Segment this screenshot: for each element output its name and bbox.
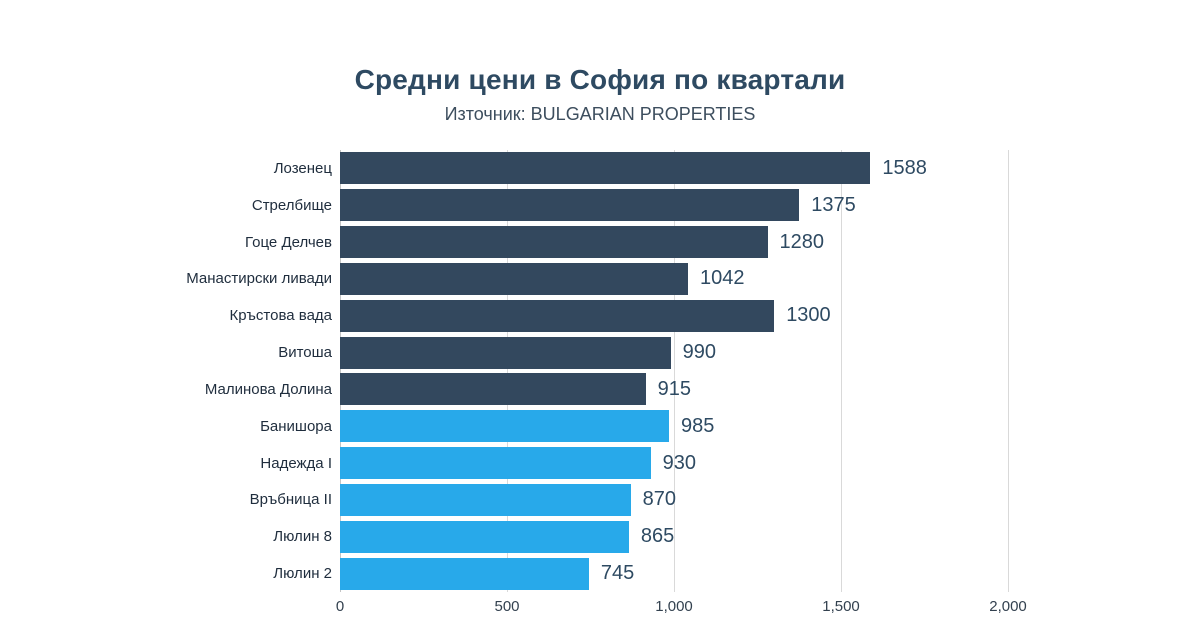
- bar: [340, 557, 589, 590]
- bar-chart: Лозенец Стрелбище Гоце Делчев Манастирски л…: [88, 150, 1027, 622]
- category-label: Люлин 8: [273, 528, 332, 546]
- gridline: [841, 150, 842, 592]
- category-label: Стрелбище: [251, 196, 332, 214]
- bar-row: 1300: [340, 297, 1008, 334]
- bar: [340, 152, 871, 185]
- category-label: Надежда I: [260, 454, 332, 472]
- category-label: Банишора: [260, 417, 332, 435]
- chart-header: Средни цени в София по квартали Източник…: [0, 0, 1200, 125]
- gridline: [507, 150, 508, 592]
- value-label: 1375: [811, 193, 856, 216]
- bar: [340, 447, 651, 480]
- axis-tick-label: 1,500: [822, 598, 860, 615]
- category-labels-column: Лозенец Стрелбище Гоце Делчев Манастирски л…: [88, 150, 340, 592]
- gridline: [340, 150, 341, 592]
- bar: [340, 262, 689, 295]
- category-label: Люлин 2: [273, 565, 332, 583]
- bar-row: 870: [340, 481, 1008, 518]
- bar: [340, 373, 646, 406]
- value-label: 1280: [779, 230, 825, 253]
- value-label: 745: [600, 562, 635, 585]
- axis-tick-label: 1,000: [655, 598, 693, 615]
- bar: [340, 299, 775, 332]
- gridline: [674, 150, 675, 592]
- value-label: 985: [680, 414, 715, 437]
- axis-spacer: [88, 592, 340, 622]
- bar-row: 915: [340, 371, 1008, 408]
- bar-row: 985: [340, 408, 1008, 445]
- value-label: 990: [682, 341, 717, 364]
- bar: [340, 226, 768, 259]
- value-label: 930: [662, 451, 696, 474]
- value-label: 1588: [882, 156, 927, 179]
- bar-row: 990: [340, 334, 1008, 371]
- bar: [340, 189, 800, 222]
- bar-row: 1588: [340, 150, 1008, 187]
- value-label: 870: [642, 488, 676, 511]
- category-label: Връбница II: [249, 491, 332, 509]
- bar: [340, 483, 631, 516]
- axis-tick-label: 0: [335, 598, 345, 615]
- chart-subtitle: Източник: BULGARIAN PROPERTIES: [444, 104, 756, 124]
- bar-row: 745: [340, 555, 1008, 592]
- bar-row: 1280: [340, 224, 1008, 261]
- category-label: Манастирски ливади: [186, 270, 332, 288]
- category-label: Гоце Делчев: [245, 233, 332, 251]
- axis-tick-label: 500: [494, 598, 520, 615]
- gridline: [1008, 150, 1009, 592]
- bar: [340, 336, 671, 369]
- value-label: 1300: [786, 304, 831, 327]
- bar-row: 1375: [340, 187, 1008, 224]
- category-label: Малинова Долина: [204, 380, 332, 398]
- bar-row: 930: [340, 445, 1008, 482]
- category-label: Витоша: [278, 344, 332, 362]
- category-label: Лозенец: [273, 159, 332, 177]
- plot-area: 1588 1375 1280 1042 1300 990 915 985 930 870 865 74…: [340, 150, 1009, 592]
- value-label: 915: [657, 377, 691, 400]
- bar: [340, 520, 629, 553]
- bar-row: 1042: [340, 260, 1008, 297]
- x-axis: 0 500 1,000 1,500 2,000: [336, 598, 1027, 622]
- value-label: 865: [640, 525, 675, 548]
- chart-title: Средни цени в София по квартали: [354, 64, 846, 95]
- bar: [340, 410, 669, 443]
- category-label: Кръстова вада: [229, 307, 332, 325]
- bar-row: 865: [340, 518, 1008, 555]
- axis-tick-label: 2,000: [989, 598, 1027, 615]
- value-label: 1042: [700, 267, 745, 290]
